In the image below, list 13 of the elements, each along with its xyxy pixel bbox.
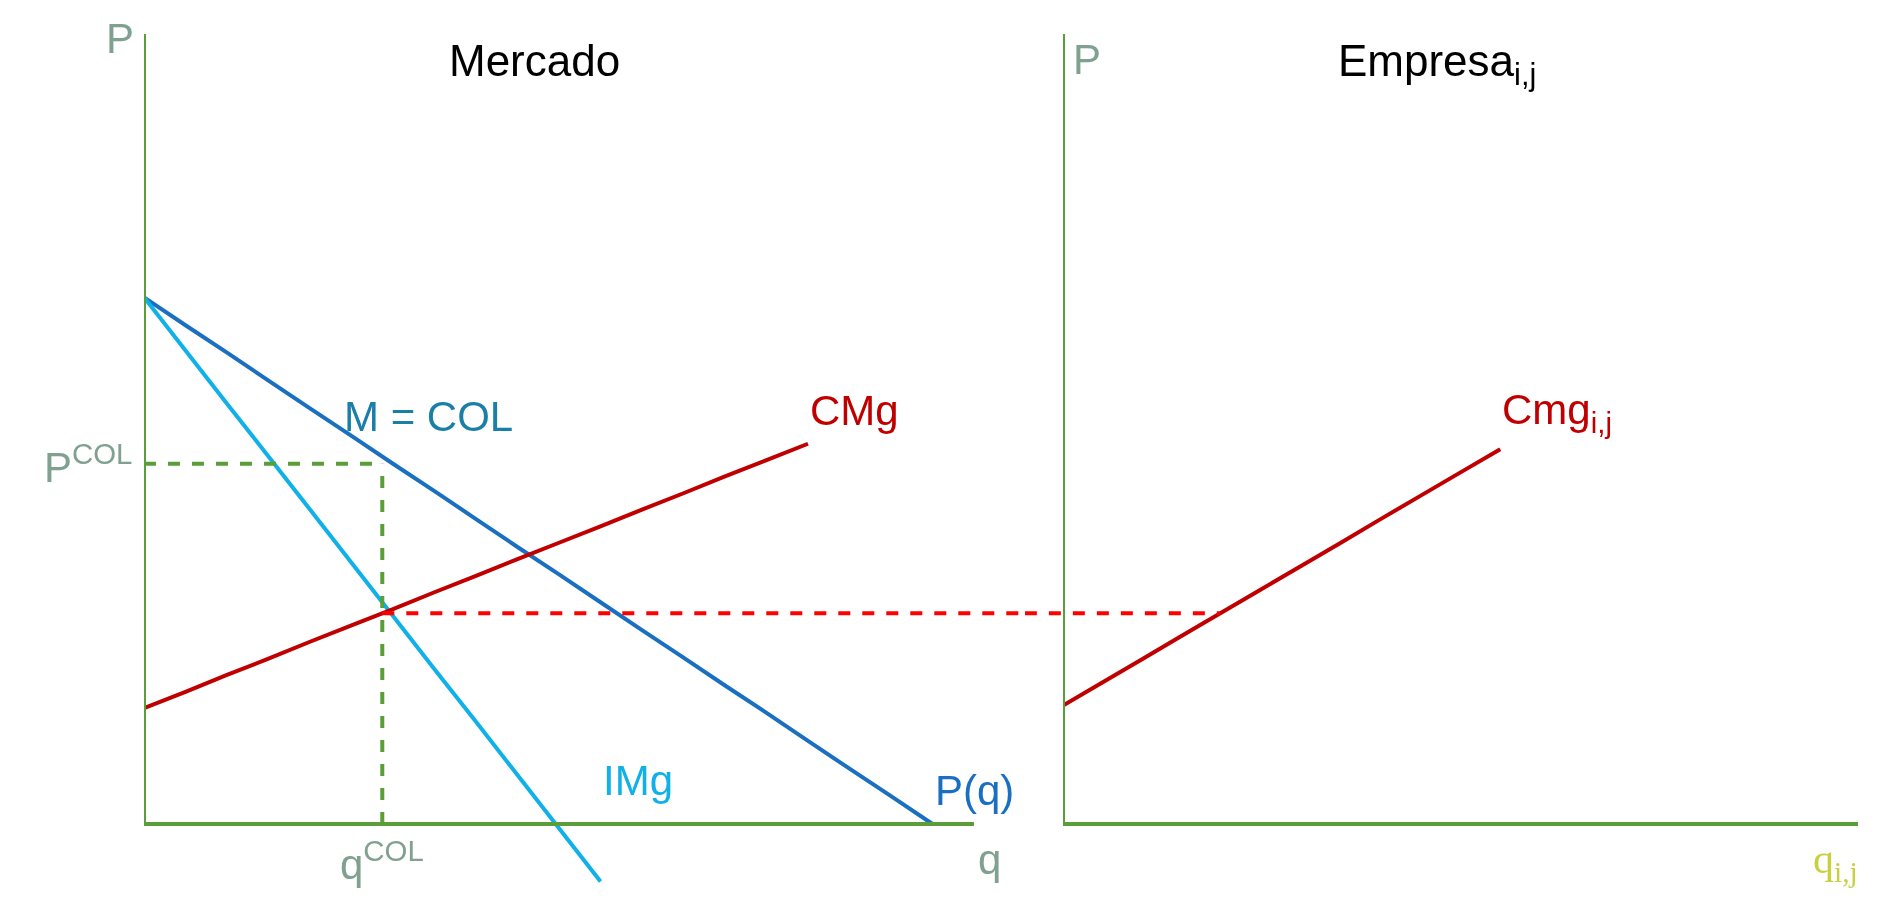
ref-line-label: P$^{COL}$ (44, 437, 133, 491)
series-label: CMg (810, 387, 899, 434)
series-label: P(q) (935, 767, 1015, 814)
series-label: IMg (603, 757, 674, 804)
chart-title: Mercado (449, 36, 621, 85)
annotation: M = COL (344, 393, 514, 440)
series-label: Cmg$_{i,j}$ (1502, 386, 1612, 439)
y-axis-title: P (1073, 36, 1102, 83)
x-axis-title: q (978, 836, 1002, 883)
chart-title: Empresa$_{i,j}$ (1338, 36, 1537, 93)
y-axis-title: P (106, 15, 135, 62)
annotation: q$^{COL}$ (340, 834, 424, 888)
x-axis-title: q$_{i,j}$ (1813, 836, 1858, 888)
